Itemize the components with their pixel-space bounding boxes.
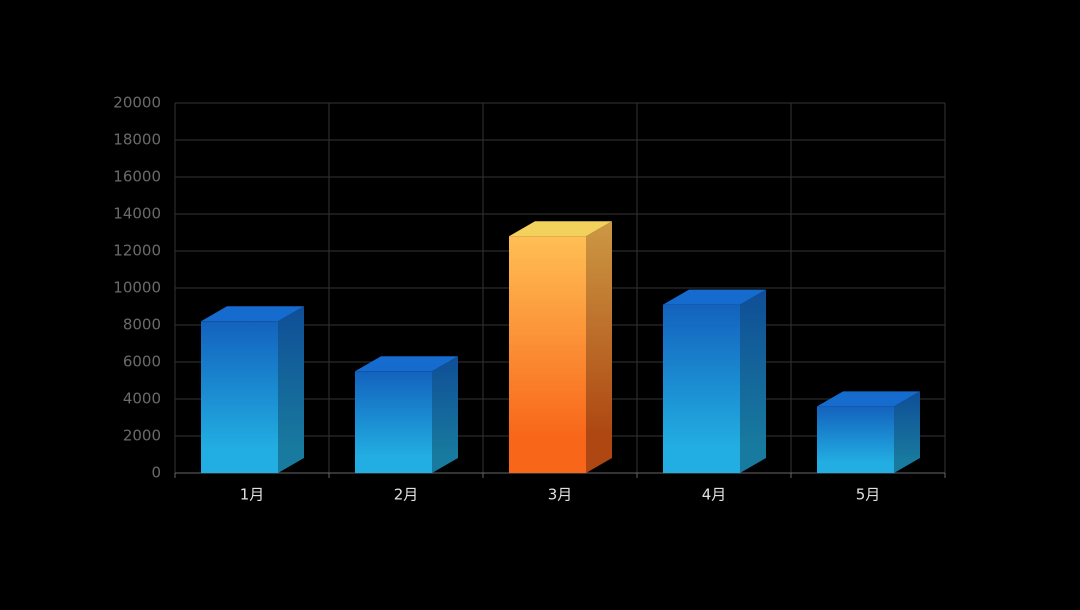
y-tick-label: 2000 [123,427,161,445]
y-tick-label: 10000 [113,279,161,297]
x-tick-label: 2月 [394,486,419,504]
bar-top [817,391,920,407]
y-tick-label: 8000 [123,316,161,334]
x-tick-label: 1月 [240,486,265,504]
bar-top [509,221,612,237]
bar [201,321,278,473]
bar-side [586,221,612,473]
y-tick-label: 20000 [113,94,161,112]
bar-top [663,289,766,305]
y-tick-label: 16000 [113,168,161,186]
bar [817,406,894,473]
bar-side [894,391,920,473]
y-tick-label: 0 [151,464,161,482]
bar-top [355,356,458,372]
x-tick-label: 5月 [856,486,881,504]
bar-side [278,306,304,473]
x-tick-label: 4月 [702,486,727,504]
bar [509,236,586,473]
bar-side [432,356,458,473]
y-tick-label: 14000 [113,205,161,223]
bar [663,304,740,473]
bar [355,371,432,473]
bar-top [201,306,304,322]
y-tick-label: 18000 [113,131,161,149]
x-tick-label: 3月 [548,486,573,504]
y-tick-label: 4000 [123,390,161,408]
y-tick-label: 12000 [113,242,161,260]
y-tick-label: 6000 [123,353,161,371]
bar-side [740,289,766,473]
